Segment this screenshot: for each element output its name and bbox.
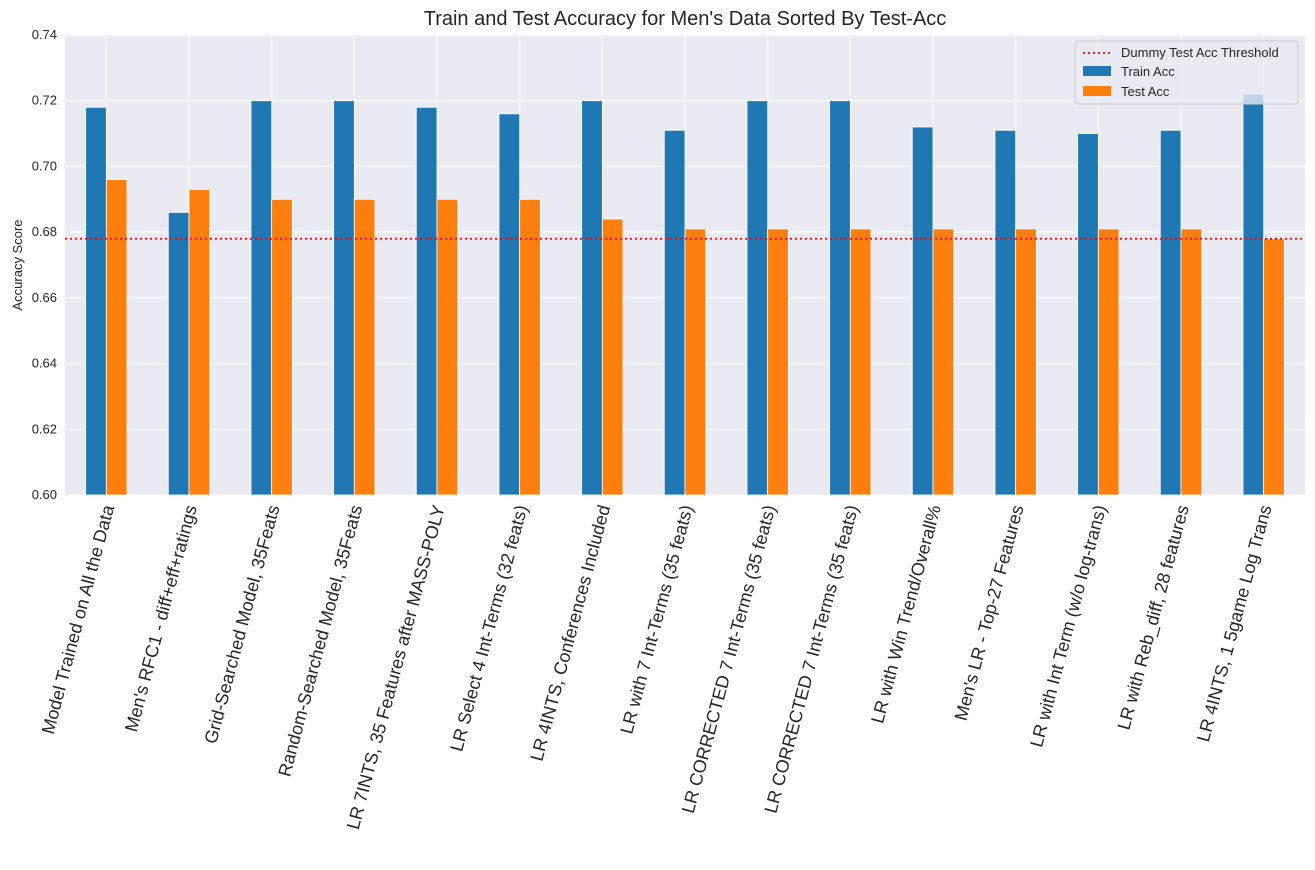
test-acc-bar: [932, 228, 955, 496]
legend-threshold-label: Dummy Test Acc Threshold: [1121, 45, 1279, 60]
chart-title: Train and Test Accuracy for Men's Data S…: [424, 8, 947, 30]
x-tick-label: LR with 7 Int-Terms (35 feats): [616, 503, 696, 736]
train-acc-bar: [1242, 93, 1265, 496]
legend-test-swatch: [1083, 86, 1111, 96]
legend-test-label: Test Acc: [1121, 84, 1170, 99]
y-tick-label: 0.70: [32, 158, 57, 173]
x-tick-label: LR 4INTS, 1 5game Log Trans: [1193, 503, 1276, 744]
test-acc-bar: [849, 228, 872, 496]
train-acc-bar: [1159, 129, 1182, 496]
train-acc-bar: [581, 100, 603, 496]
x-tick-label: LR with Reb_diff, 28 features: [1114, 503, 1194, 732]
test-acc-bar: [684, 228, 707, 496]
x-tick-label: LR 7INTS, 35 Features after MASS-POLY: [343, 503, 449, 832]
test-acc-bar: [353, 198, 376, 496]
x-tick-label: Grid-Searched Model, 35Feats: [201, 503, 284, 746]
test-acc-bar: [271, 198, 293, 496]
test-acc-bar: [188, 189, 211, 496]
x-axis-ticks: Model Trained on All the Data Men's RFC1 …: [38, 502, 1276, 832]
test-acc-bar: [105, 179, 128, 496]
x-tick-label: LR Select 4 Int-Terms (32 feats): [446, 503, 531, 754]
y-tick-label: 0.72: [32, 93, 57, 108]
train-acc-bar: [415, 106, 438, 496]
x-tick-label: LR with Win Trend/Overall%: [867, 503, 945, 726]
train-acc-bar: [1077, 133, 1099, 496]
test-acc-bar: [601, 218, 624, 496]
test-acc-bar: [1015, 228, 1037, 496]
x-tick-label: LR CORRECTED 7 Int-Terms (35 feats): [678, 503, 780, 815]
x-tick-label: LR CORRECTED 7 Int-Terms (35 feats): [761, 503, 863, 815]
train-acc-bar: [994, 129, 1017, 496]
train-acc-bar: [167, 212, 190, 496]
x-tick-label: Men's LR - Top-27 Features: [951, 503, 1028, 723]
y-tick-label: 0.74: [32, 27, 57, 42]
x-tick-label: Model Trained on All the Data: [38, 502, 119, 736]
test-acc-bar: [1180, 228, 1203, 496]
legend-train-label: Train Acc: [1121, 64, 1175, 79]
legend: Dummy Test Acc Threshold Train Acc Test …: [1074, 40, 1299, 105]
x-tick-label: Random-Searched Model, 35Feats: [274, 503, 366, 779]
y-tick-label: 0.66: [32, 290, 57, 305]
test-acc-bar: [519, 198, 541, 496]
train-acc-bar: [746, 100, 769, 496]
x-tick-label: Men's RFC1 - diff+eff+ratings: [121, 503, 201, 734]
train-acc-bar: [250, 100, 273, 496]
x-tick-label: LR 4INTS, Conferences Included: [527, 503, 615, 763]
y-tick-label: 0.60: [32, 487, 57, 502]
y-tick-label: 0.64: [32, 356, 57, 371]
y-tick-label: 0.68: [32, 224, 57, 239]
train-acc-bar: [333, 100, 355, 496]
test-acc-bar: [1097, 228, 1120, 496]
train-acc-bar: [663, 129, 686, 496]
y-tick-label: 0.62: [32, 421, 57, 436]
train-acc-bar: [911, 126, 934, 496]
test-acc-bar: [436, 198, 459, 496]
legend-box: [1074, 40, 1299, 105]
x-tick-label: LR with Int Term (w/o log-trans): [1026, 503, 1110, 749]
bars: [85, 93, 1285, 496]
legend-train-swatch: [1083, 66, 1111, 76]
train-acc-bar: [498, 113, 521, 496]
train-acc-bar: [829, 100, 851, 496]
test-acc-bar: [1263, 238, 1285, 496]
y-axis-label: Accuracy Score: [10, 219, 25, 310]
y-axis-ticks: 0.60 0.62 0.64 0.66 0.68 0.70 0.72 0.74: [32, 27, 57, 502]
test-acc-bar: [767, 228, 789, 496]
train-acc-bar: [85, 106, 107, 496]
